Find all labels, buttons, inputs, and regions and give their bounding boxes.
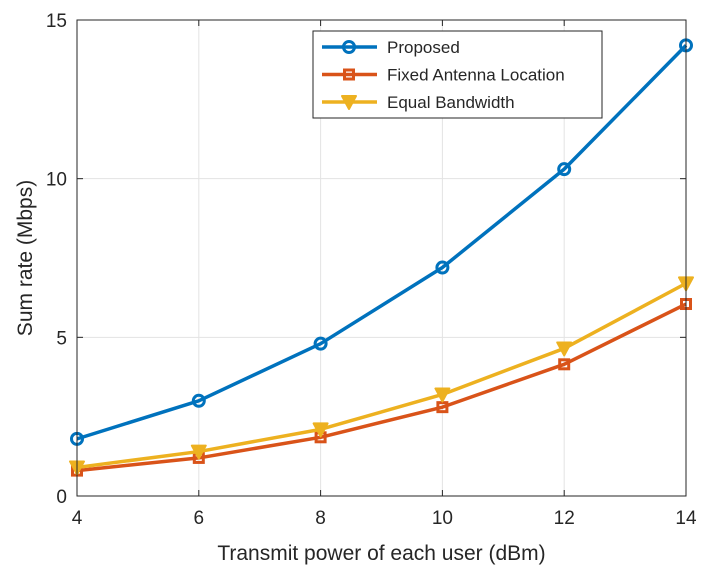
x-tick-label: 10 [432, 508, 453, 529]
y-tick-label: 15 [46, 11, 67, 32]
y-tick-label: 0 [56, 487, 67, 508]
x-tick-label: 6 [194, 508, 205, 529]
circle-marker [342, 40, 356, 54]
series-layer [69, 38, 694, 477]
y-axis-label: Sum rate (Mbps) [14, 180, 37, 336]
y-tick-label: 10 [46, 170, 67, 191]
legend-label: Fixed Antenna Location [387, 66, 565, 85]
data-point [557, 162, 572, 177]
series-line [76, 44, 688, 441]
data-point [558, 358, 571, 371]
legend-label: Equal Bandwidth [387, 93, 515, 112]
x-tick-label: 12 [554, 508, 575, 529]
legend-label: Proposed [387, 38, 460, 57]
legend-item: Proposed [322, 38, 460, 57]
x-tick-label: 4 [72, 508, 83, 529]
x-tick-label: 14 [675, 508, 697, 529]
x-tick-label: 8 [315, 508, 326, 529]
series-fixed-antenna-location [71, 298, 692, 477]
legend-item: Equal Bandwidth [322, 93, 515, 112]
legend: Proposed Fixed Antenna Location Equal Band… [312, 30, 603, 119]
axis-ticks: 4 6 8 10 12 14 0 5 10 15 [46, 11, 697, 529]
y-tick-label: 5 [56, 328, 67, 349]
data-point [556, 341, 573, 357]
data-point [191, 393, 206, 408]
plot-frame [76, 19, 687, 497]
x-axis-label: Transmit power of each user (dBm) [217, 542, 545, 565]
data-point [434, 387, 451, 403]
data-point [436, 401, 449, 414]
series-proposed [70, 38, 693, 446]
legend-item: Fixed Antenna Location [322, 66, 565, 85]
data-point [190, 444, 207, 460]
data-point [435, 260, 450, 275]
series-line [76, 302, 687, 473]
square-marker [343, 68, 355, 81]
data-point [313, 336, 328, 351]
data-point [312, 422, 329, 438]
series-line [76, 281, 687, 470]
triangle-marker [341, 95, 357, 110]
